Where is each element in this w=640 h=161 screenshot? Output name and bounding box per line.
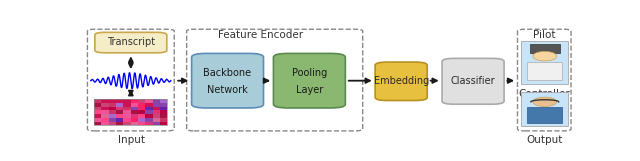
FancyBboxPatch shape [88,29,174,131]
FancyBboxPatch shape [187,29,363,131]
Bar [152,114,160,118]
Bar [152,110,160,114]
Bar [94,114,101,118]
Bar [109,107,116,110]
Bar [131,122,138,125]
Bar [522,41,568,84]
Text: Transcript: Transcript [107,37,155,47]
Bar [152,118,160,122]
Bar [94,110,101,114]
Bar [94,99,101,103]
Bar [145,110,152,114]
Bar [101,103,109,107]
Text: Backbone: Backbone [204,68,252,78]
Bar [101,110,109,114]
Bar [116,114,124,118]
Bar [109,103,116,107]
Bar [160,110,167,114]
Bar [124,99,131,103]
Text: Pilot: Pilot [533,30,556,40]
Bar [109,110,116,114]
Ellipse shape [533,51,557,61]
Bar [152,122,160,125]
Bar [160,99,167,103]
Bar [138,107,145,110]
Bar [109,122,116,125]
Bar [131,103,138,107]
Bar [522,92,568,126]
Bar [138,114,145,118]
Bar [145,118,152,122]
Bar [124,118,131,122]
Bar [94,118,101,122]
Bar [94,99,167,125]
FancyBboxPatch shape [442,58,504,104]
Bar [94,103,101,107]
Bar [116,122,124,125]
Bar [94,122,101,125]
Bar [94,107,101,110]
FancyBboxPatch shape [527,107,562,123]
Text: Embedding: Embedding [374,76,429,86]
Bar [131,99,138,103]
FancyBboxPatch shape [527,62,562,80]
FancyBboxPatch shape [518,29,571,131]
Bar [145,107,152,110]
Bar [116,118,124,122]
Bar [152,103,160,107]
Ellipse shape [533,97,557,107]
Text: Layer: Layer [296,85,323,95]
Bar [131,118,138,122]
Bar [124,103,131,107]
Text: Network: Network [207,85,248,95]
Bar [160,118,167,122]
Bar [145,103,152,107]
Bar [109,118,116,122]
Bar [124,122,131,125]
Text: Feature Encoder: Feature Encoder [218,30,303,40]
FancyBboxPatch shape [530,44,559,53]
Bar [138,110,145,114]
Text: Pooling: Pooling [292,68,327,78]
Bar [116,99,124,103]
Bar [124,107,131,110]
Bar [131,114,138,118]
Bar [124,110,131,114]
Bar [131,110,138,114]
FancyBboxPatch shape [191,53,264,108]
Bar [145,122,152,125]
Bar [124,114,131,118]
Bar [138,122,145,125]
Bar [138,118,145,122]
Bar [160,122,167,125]
Bar [116,110,124,114]
Bar [138,99,145,103]
Bar [109,114,116,118]
Bar [160,103,167,107]
Bar [152,107,160,110]
Bar [160,107,167,110]
FancyBboxPatch shape [375,62,428,100]
FancyBboxPatch shape [95,32,167,53]
Text: Output: Output [526,135,563,145]
Bar [152,99,160,103]
Bar [116,103,124,107]
Text: Input: Input [118,135,145,145]
Bar [138,103,145,107]
Text: Controller: Controller [518,89,570,99]
Bar [109,99,116,103]
Bar [101,122,109,125]
Bar [101,114,109,118]
Bar [101,118,109,122]
Text: Classifier: Classifier [451,76,495,86]
Bar [131,107,138,110]
Bar [116,107,124,110]
Bar [145,99,152,103]
Bar [145,114,152,118]
FancyBboxPatch shape [273,53,346,108]
Bar [101,107,109,110]
Bar [101,99,109,103]
Bar [160,114,167,118]
